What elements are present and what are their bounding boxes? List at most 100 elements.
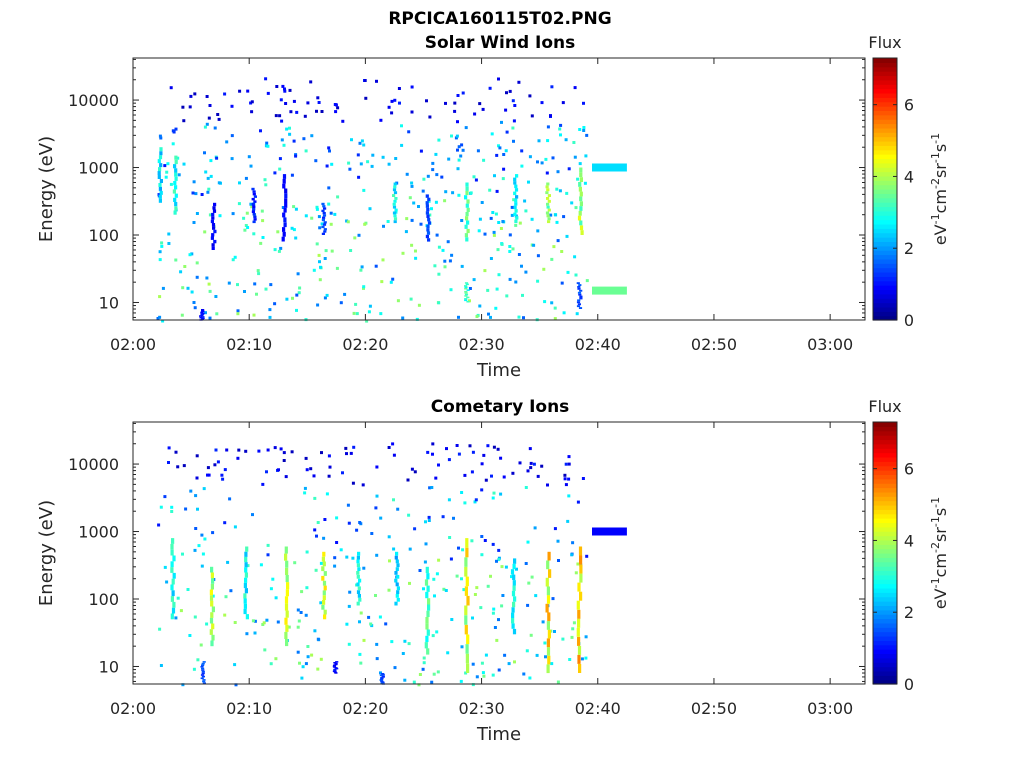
flux-cell [355, 528, 359, 532]
flux-column [426, 585, 430, 592]
flux-column [158, 167, 162, 172]
flux-cell [501, 594, 505, 597]
flux-cell [274, 596, 278, 600]
figure-title: RPCICA160115T02.PNG [388, 9, 611, 29]
flux-cell [524, 270, 528, 274]
flux-cell [556, 170, 560, 174]
colorbar-swatch [873, 158, 897, 164]
flux-cell [499, 492, 503, 496]
flux-cell [253, 282, 257, 286]
flux-cell [182, 464, 186, 468]
flux-cell [349, 249, 353, 252]
flux-cell [251, 619, 255, 623]
flux-cell [246, 89, 250, 93]
flux-column [212, 226, 216, 230]
flux-column [425, 194, 429, 198]
flux-column [173, 164, 177, 169]
flux-column [396, 574, 400, 579]
flux-cell [200, 533, 204, 537]
flux-column [171, 538, 175, 544]
flux-cell [375, 79, 378, 83]
flux-cell [204, 311, 207, 315]
flux-column [546, 638, 550, 648]
flux-cell [339, 548, 343, 552]
colorbar-swatch [873, 215, 897, 221]
flux-cell [460, 645, 464, 649]
flux-cell [231, 212, 235, 216]
colorbar-swatch [873, 285, 897, 291]
x-tick-label: 02:10 [226, 699, 272, 718]
flux-block [592, 527, 627, 536]
flux-column [514, 202, 518, 206]
flux-column [283, 207, 287, 213]
colorbar-swatch [873, 223, 897, 229]
flux-cell [266, 448, 270, 452]
flux-cell [434, 200, 438, 204]
flux-column [464, 299, 468, 302]
colorbar-swatch [873, 522, 897, 528]
flux-column [579, 206, 583, 211]
flux-cell [315, 205, 319, 209]
flux-cell [238, 89, 242, 93]
flux-column [546, 595, 551, 604]
flux-cell [244, 224, 248, 227]
flux-column [211, 623, 215, 630]
flux-cell [179, 270, 183, 274]
flux-cell [390, 640, 394, 644]
flux-cell [401, 251, 405, 255]
flux-column [393, 182, 397, 186]
flux-cell [315, 109, 318, 113]
flux-cell [518, 461, 522, 465]
flux-cell [576, 562, 580, 566]
flux-cell [213, 463, 217, 467]
flux-cell [563, 473, 567, 477]
flux-cell [274, 657, 278, 661]
flux-cell [268, 308, 272, 312]
colorbar-title: Flux [868, 397, 901, 416]
flux-cell [292, 205, 296, 209]
flux-cell [443, 265, 447, 269]
flux-cell [483, 539, 487, 542]
flux-cell [341, 119, 345, 123]
flux-cell [199, 643, 203, 647]
flux-cell [474, 178, 478, 182]
colorbar-swatch [873, 561, 897, 567]
colorbar-swatch [873, 470, 897, 475]
flux-cell [431, 161, 435, 165]
flux-column [465, 203, 469, 208]
flux-cell [414, 256, 418, 260]
flux-column [579, 555, 583, 565]
colorbar-swatch [873, 127, 897, 133]
flux-cell [292, 139, 296, 143]
flux-cell [552, 245, 556, 249]
flux-cell [501, 220, 505, 223]
flux-column [464, 233, 468, 238]
flux-cell [169, 182, 173, 186]
flux-column [251, 203, 255, 206]
flux-cell [576, 500, 580, 504]
flux-cell [207, 116, 211, 120]
flux-column [252, 208, 256, 211]
plot-frame-cometary [132, 421, 866, 685]
flux-cell [480, 553, 484, 557]
flux-cell [369, 622, 373, 626]
flux-cell [252, 313, 256, 317]
flux-column [380, 680, 384, 683]
flux-cell [313, 629, 317, 633]
flux-column [243, 608, 247, 615]
flux-cell [329, 211, 333, 215]
flux-cell [410, 85, 414, 89]
flux-cell [236, 309, 240, 313]
flux-column [546, 560, 550, 570]
flux-column [321, 218, 325, 222]
flux-column [576, 600, 580, 610]
flux-cell [381, 155, 385, 159]
flux-column [285, 575, 289, 583]
flux-column [426, 228, 430, 232]
flux-cell [156, 317, 160, 320]
flux-cell [190, 290, 194, 294]
flux-cell [446, 651, 450, 655]
flux-cell [320, 451, 323, 455]
flux-cell [297, 619, 301, 623]
flux-column [513, 177, 517, 182]
